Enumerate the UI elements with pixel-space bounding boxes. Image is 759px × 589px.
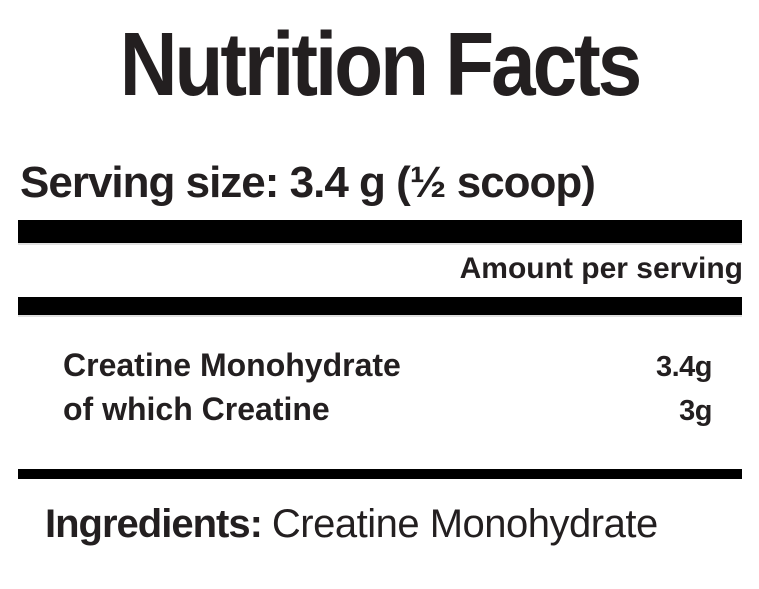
separator-bar-medium <box>18 297 742 315</box>
separator-bar-thin <box>18 469 742 479</box>
nutrient-name: Creatine Monohydrate <box>63 347 401 383</box>
nutrient-amount: 3.4g <box>655 351 713 383</box>
nutrient-name: of which Creatine <box>63 391 330 427</box>
table-row: of which Creatine 3g <box>63 391 712 428</box>
separator-bar-thick <box>18 220 742 243</box>
amount-per-serving-heading: Amount per serving <box>459 252 743 285</box>
ingredients-label: Ingredients: <box>45 502 263 546</box>
ingredients-value: Creatine Monohydrate <box>271 502 658 546</box>
serving-size-text: Serving size: 3.4 g (½ scoop) <box>20 158 596 207</box>
table-row: Creatine Monohydrate 3.4g <box>63 347 713 384</box>
nutrient-amount: 3g <box>679 395 712 427</box>
label-title: Nutrition Facts <box>119 14 642 115</box>
ingredients-line: Ingredients: Creatine Monohydrate <box>45 502 658 547</box>
